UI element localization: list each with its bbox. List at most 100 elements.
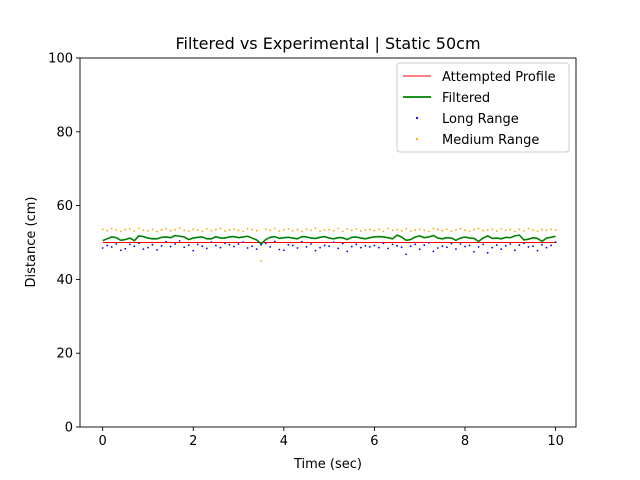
- point-medium-range: [110, 227, 113, 230]
- point-medium-range: [210, 229, 213, 232]
- point-medium-range: [264, 228, 267, 231]
- point-long-range: [518, 244, 521, 246]
- chart-title: Filtered vs Experimental | Static 50cm: [175, 34, 480, 53]
- point-long-range: [156, 248, 158, 251]
- point-medium-range: [541, 228, 543, 231]
- point-long-range: [246, 247, 249, 249]
- point-medium-range: [323, 229, 326, 231]
- point-long-range: [513, 249, 516, 252]
- point-medium-range: [378, 228, 380, 231]
- y-tick-label: 80: [56, 125, 73, 140]
- point-medium-range: [346, 228, 349, 231]
- point-medium-range: [418, 228, 421, 231]
- point-long-range: [305, 246, 308, 248]
- y-axis-label: Distance (cm): [24, 197, 39, 288]
- point-medium-range: [350, 229, 353, 232]
- point-long-range: [341, 242, 344, 245]
- point-medium-range: [124, 228, 127, 231]
- point-medium-range: [446, 228, 448, 231]
- point-long-range: [160, 244, 163, 247]
- point-medium-range: [310, 229, 312, 232]
- point-long-range: [405, 253, 408, 256]
- point-medium-range: [359, 230, 362, 232]
- point-medium-range: [482, 229, 485, 232]
- point-long-range: [468, 244, 471, 247]
- point-long-range: [509, 243, 512, 245]
- point-medium-range: [382, 230, 385, 233]
- point-medium-range: [314, 227, 317, 230]
- point-long-range: [432, 250, 435, 253]
- point-long-range: [278, 248, 281, 251]
- point-long-range: [242, 241, 244, 244]
- series-line-filtered: [102, 234, 556, 245]
- plot-area: [101, 227, 557, 262]
- point-medium-range: [106, 229, 109, 232]
- point-long-range: [414, 243, 417, 246]
- y-tick-label: 0: [65, 421, 73, 436]
- point-medium-range: [464, 229, 466, 232]
- point-long-range: [169, 245, 172, 248]
- point-long-range: [224, 242, 226, 245]
- point-long-range: [251, 245, 254, 248]
- point-medium-range: [273, 227, 276, 230]
- point-medium-range: [237, 229, 240, 232]
- point-medium-range: [128, 227, 131, 230]
- point-medium-range: [468, 230, 471, 233]
- point-long-range: [382, 242, 385, 245]
- point-medium-range: [137, 227, 140, 230]
- point-long-range: [473, 250, 475, 253]
- point-medium-range: [500, 227, 503, 230]
- point-long-range: [355, 243, 358, 246]
- point-medium-range: [391, 229, 394, 232]
- point-long-range: [332, 241, 335, 244]
- point-long-range: [192, 249, 195, 252]
- point-medium-range: [201, 230, 204, 233]
- point-medium-range: [504, 229, 507, 232]
- point-medium-range: [396, 228, 398, 231]
- point-long-range: [532, 245, 534, 248]
- legend-label-long-range: Long Range: [442, 112, 519, 127]
- point-medium-range: [455, 229, 457, 231]
- point-medium-range: [527, 227, 530, 230]
- point-medium-range: [228, 229, 231, 231]
- point-medium-range: [423, 229, 426, 232]
- point-medium-range: [147, 229, 149, 232]
- point-medium-range: [554, 229, 557, 231]
- point-long-range: [228, 243, 231, 246]
- point-medium-range: [246, 227, 249, 230]
- point-long-range: [133, 245, 136, 248]
- point-medium-range: [441, 229, 444, 232]
- point-medium-range: [282, 229, 285, 231]
- point-medium-range: [142, 229, 145, 232]
- point-medium-range: [205, 227, 208, 230]
- point-long-range: [477, 246, 480, 248]
- point-medium-range: [301, 230, 303, 233]
- legend-label-medium-range: Medium Range: [442, 133, 539, 148]
- point-medium-range: [495, 230, 498, 232]
- x-tick-label: 10: [547, 434, 564, 449]
- point-long-range: [387, 247, 389, 250]
- point-long-range: [527, 246, 530, 248]
- point-long-range: [210, 241, 213, 244]
- x-axis-label: Time (sec): [293, 457, 362, 472]
- point-medium-range: [414, 229, 417, 231]
- point-medium-range: [169, 229, 172, 232]
- point-long-range: [391, 243, 394, 246]
- series-group: [101, 227, 557, 262]
- legend: Attempted Profile Filtered Long Range Mediu…: [396, 62, 570, 153]
- point-long-range: [287, 243, 290, 246]
- point-long-range: [319, 246, 321, 249]
- point-long-range: [282, 249, 285, 252]
- point-long-range: [147, 246, 149, 249]
- y-tick-label: 40: [56, 273, 73, 288]
- legend-label-attempted-profile: Attempted Profile: [442, 70, 556, 85]
- x-tick-label: 4: [280, 434, 288, 449]
- point-medium-range: [219, 227, 222, 230]
- point-long-range: [124, 247, 127, 250]
- point-medium-range: [269, 229, 272, 232]
- point-long-range: [554, 241, 557, 244]
- point-long-range: [214, 244, 217, 247]
- point-medium-range: [532, 229, 534, 231]
- point-long-range: [409, 245, 412, 248]
